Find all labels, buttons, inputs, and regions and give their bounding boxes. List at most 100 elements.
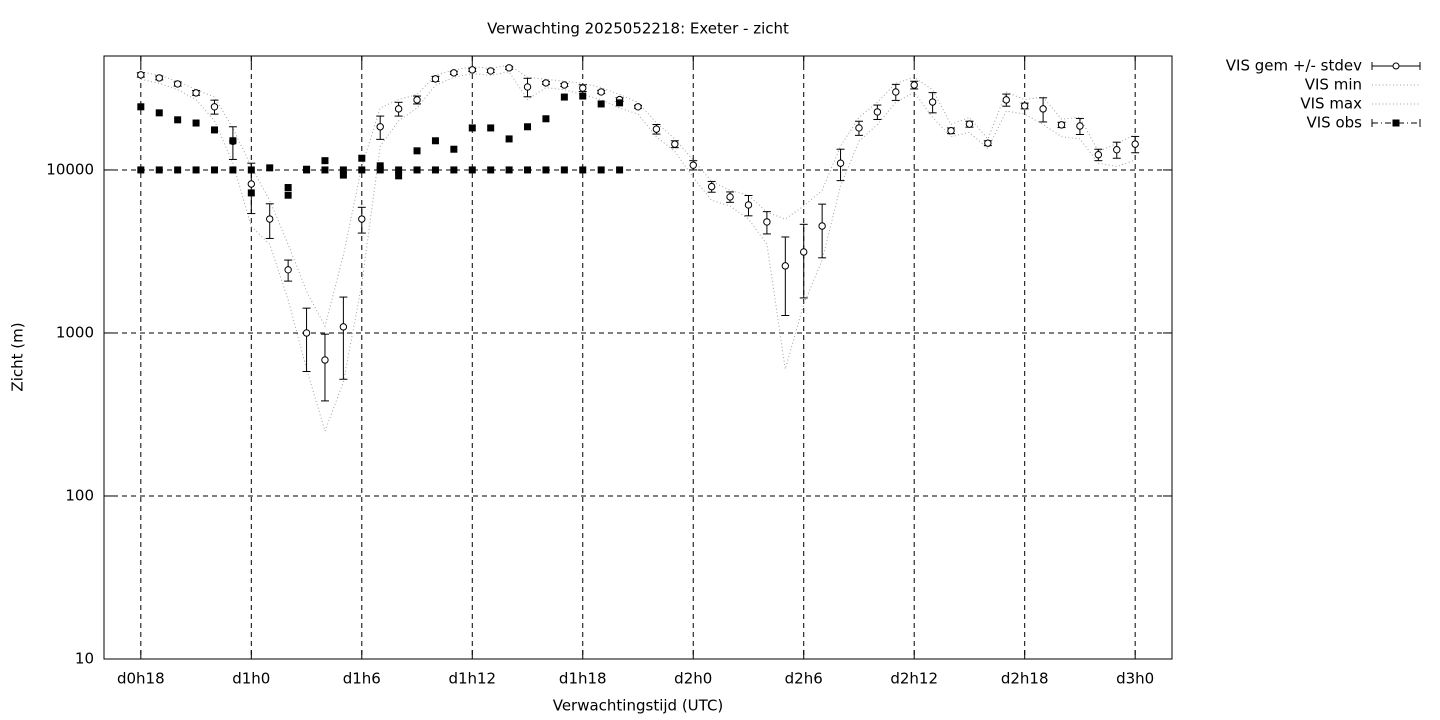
obs-point bbox=[321, 166, 329, 174]
mean-point bbox=[652, 125, 661, 133]
x-tick-label: d2h6 bbox=[785, 670, 823, 688]
legend-label: VIS obs bbox=[1307, 114, 1363, 132]
x-tick-label: d2h12 bbox=[890, 670, 938, 688]
x-tick-label: d1h12 bbox=[448, 670, 496, 688]
mean-point bbox=[671, 140, 679, 148]
mean-point bbox=[192, 89, 200, 97]
obs-point bbox=[395, 172, 403, 180]
obs-point bbox=[413, 147, 421, 155]
mean-point bbox=[302, 329, 311, 337]
obs-point bbox=[284, 184, 292, 192]
mean-point bbox=[321, 356, 329, 364]
obs-point bbox=[192, 166, 200, 174]
x-tick-label: d3h0 bbox=[1116, 670, 1154, 688]
legend-sample bbox=[1392, 119, 1400, 127]
mean-point bbox=[1002, 96, 1010, 104]
obs-point bbox=[505, 166, 513, 174]
mean-point bbox=[1113, 146, 1121, 154]
mean-point bbox=[855, 124, 863, 132]
mean-point bbox=[689, 161, 697, 169]
mean-point bbox=[597, 88, 605, 96]
obs-point bbox=[155, 109, 163, 117]
obs-point bbox=[542, 115, 550, 123]
mean-point bbox=[155, 74, 163, 82]
mean-point bbox=[579, 84, 587, 92]
obs-point bbox=[597, 166, 605, 174]
legend-label: VIS gem +/- stdev bbox=[1226, 57, 1362, 75]
obs-point bbox=[358, 166, 366, 174]
obs-point bbox=[266, 164, 274, 172]
mean-point bbox=[394, 105, 403, 113]
mean-point bbox=[800, 248, 808, 256]
obs-point bbox=[431, 137, 439, 145]
mean-point bbox=[339, 323, 348, 331]
mean-point bbox=[173, 80, 182, 88]
obs-point bbox=[303, 166, 311, 174]
mean-point bbox=[1039, 105, 1047, 113]
obs-point bbox=[137, 103, 145, 111]
mean-point bbox=[560, 81, 569, 89]
obs-point bbox=[542, 166, 550, 174]
x-axis-label: Verwachtingstijd (UTC) bbox=[553, 697, 724, 715]
obs-point bbox=[376, 166, 384, 174]
mean-point bbox=[523, 83, 532, 91]
y-axis-label: Zicht (m) bbox=[9, 322, 27, 391]
obs-point bbox=[321, 157, 329, 165]
obs-point bbox=[210, 126, 218, 134]
obs-point bbox=[358, 154, 366, 162]
obs-point bbox=[616, 99, 624, 107]
x-tick-label: d2h18 bbox=[1001, 670, 1049, 688]
obs-point bbox=[524, 123, 532, 131]
obs-point bbox=[431, 166, 439, 174]
mean-point bbox=[137, 71, 145, 79]
obs-point bbox=[597, 100, 605, 108]
obs-point bbox=[247, 166, 255, 174]
obs-point bbox=[579, 166, 587, 174]
mean-point bbox=[266, 215, 274, 223]
legend-label: VIS max bbox=[1300, 95, 1362, 113]
mean-point bbox=[726, 193, 734, 201]
mean-point bbox=[1057, 121, 1066, 129]
mean-point bbox=[781, 262, 790, 270]
x-tick-label: d1h0 bbox=[232, 670, 270, 688]
mean-point bbox=[1076, 122, 1084, 130]
mean-point bbox=[744, 201, 753, 209]
plot-frame bbox=[103, 55, 1173, 660]
y-tick-label: 10000 bbox=[46, 160, 94, 178]
mean-point bbox=[836, 159, 845, 167]
mean-point bbox=[542, 79, 550, 87]
x-tick-label: d1h6 bbox=[343, 670, 381, 688]
obs-point bbox=[450, 166, 458, 174]
obs-point bbox=[395, 166, 403, 174]
obs-point bbox=[560, 93, 568, 101]
chart-title: Verwachting 2025052218: Exeter - zicht bbox=[487, 20, 789, 38]
mean-point bbox=[910, 81, 918, 89]
mean-point bbox=[634, 103, 642, 111]
mean-point bbox=[468, 66, 476, 74]
range-line bbox=[140, 71, 1136, 433]
obs-point bbox=[174, 166, 182, 174]
obs-point bbox=[616, 166, 624, 174]
mean-point bbox=[965, 120, 974, 128]
y-tick-label: 1000 bbox=[56, 323, 94, 341]
mean-point bbox=[284, 266, 292, 274]
obs-point bbox=[376, 162, 384, 170]
obs-point bbox=[468, 166, 476, 174]
mean-point bbox=[1020, 102, 1029, 110]
obs-point bbox=[174, 116, 182, 124]
obs-point bbox=[487, 166, 495, 174]
mean-point bbox=[376, 123, 384, 131]
obs-point bbox=[339, 171, 347, 179]
legend-label: VIS min bbox=[1305, 76, 1362, 94]
mean-point bbox=[818, 222, 826, 230]
obs-point bbox=[229, 137, 237, 145]
obs-point bbox=[579, 92, 587, 100]
mean-point bbox=[763, 218, 771, 226]
mean-point bbox=[505, 64, 513, 72]
mean-point bbox=[486, 67, 495, 75]
mean-point bbox=[892, 88, 900, 96]
mean-point bbox=[358, 215, 366, 223]
obs-point bbox=[560, 166, 568, 174]
